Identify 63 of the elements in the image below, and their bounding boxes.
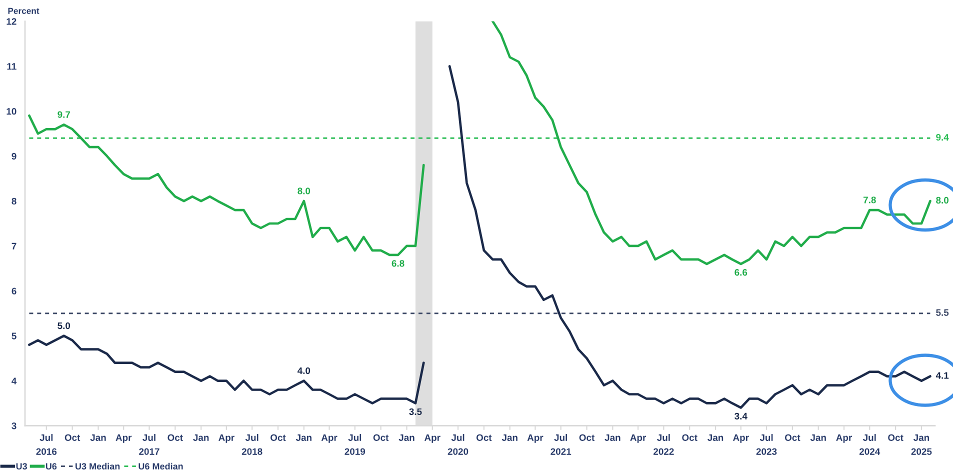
data-label: 5.0 — [58, 322, 70, 330]
x-tick-label: Oct — [682, 434, 698, 441]
x-tick-label: Oct — [270, 434, 286, 441]
y-tick-label: 12 — [6, 18, 16, 25]
x-tick-label: Oct — [784, 434, 800, 441]
x-tick-label: Jan — [708, 434, 724, 441]
data-label: 5.5 — [936, 309, 949, 316]
y-tick-label: 4 — [12, 378, 17, 384]
x-tick-label: Jul 2018 — [242, 434, 262, 455]
x-tick-label: Oct — [579, 434, 595, 441]
x-tick-label: Oct — [888, 434, 904, 441]
x-tick-label: Jul 2021 — [550, 434, 572, 455]
x-tick-label: Jul 2017 — [139, 434, 160, 455]
legend-label: U3 — [16, 463, 28, 470]
y-tick-label: 3 — [12, 422, 16, 430]
x-tick-label: Apr — [630, 434, 646, 443]
x-tick-label: Oct — [476, 434, 492, 441]
x-tick-label: Jan — [810, 434, 826, 441]
x-tick-label: Jul 2024 — [859, 434, 880, 455]
legend-label: U6 Median — [138, 462, 183, 470]
x-tick-label: Jan 2025 — [911, 434, 932, 455]
x-tick-label: Jul 2019 — [344, 434, 366, 455]
y-tick-label: 11 — [7, 63, 16, 70]
x-tick-label: Apr — [424, 434, 440, 443]
x-tick-label: Jul 2016 — [36, 434, 57, 455]
legend-label: U6 — [46, 463, 57, 470]
y-tick-label: 9 — [12, 152, 16, 160]
y-tick-label: 7 — [12, 242, 16, 250]
y-tick-label: 8 — [12, 198, 16, 205]
x-tick-label: Jul 2023 — [756, 434, 777, 455]
data-label: 6.6 — [734, 269, 748, 276]
data-label: 4.0 — [297, 367, 310, 374]
x-tick-label: Jul 2020 — [448, 434, 468, 455]
x-tick-label: Apr — [218, 434, 234, 443]
data-label: 3.4 — [734, 412, 748, 420]
data-label: 8.0 — [936, 196, 949, 204]
x-tick-label: Apr — [836, 434, 852, 443]
y-tick-label: 10 — [6, 108, 16, 115]
x-tick-label: Oct — [168, 434, 183, 441]
y-tick-label: 6 — [12, 288, 16, 294]
x-tick-label: Jan — [604, 434, 620, 441]
x-tick-label: Jan — [193, 434, 209, 441]
x-tick-label: Apr — [321, 434, 338, 443]
data-label: 3.5 — [409, 408, 422, 416]
data-label: 4.1 — [936, 372, 949, 379]
x-tick-label: Oct — [64, 434, 80, 441]
x-tick-label: Jul 2022 — [654, 434, 674, 455]
x-tick-label: Jan — [502, 434, 518, 441]
x-tick-label: Jan — [296, 434, 312, 441]
data-label: 9.4 — [936, 134, 949, 141]
data-label: 8.0 — [298, 188, 310, 194]
y-axis-title: Percent — [8, 8, 40, 14]
data-label: 7.8 — [863, 196, 876, 204]
y-tick-label: 5 — [12, 332, 16, 340]
x-tick-label: Apr — [116, 434, 132, 443]
x-tick-label: Jan — [398, 434, 414, 441]
legend-label: U3 Median — [76, 462, 120, 470]
x-tick-label: Oct — [373, 434, 389, 441]
x-tick-label: Apr — [732, 434, 749, 443]
data-label: 6.8 — [392, 260, 404, 267]
x-tick-label: Jan — [90, 434, 106, 441]
x-tick-label: Apr — [527, 434, 544, 443]
data-label: 9.7 — [58, 111, 70, 118]
